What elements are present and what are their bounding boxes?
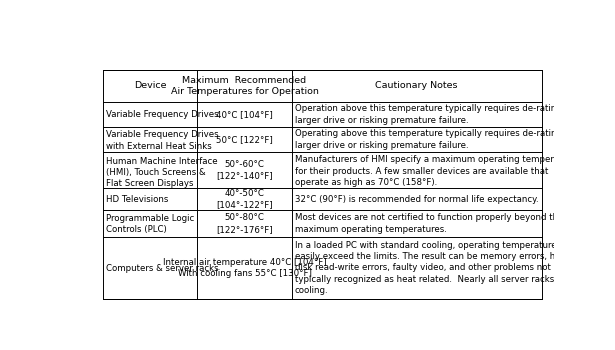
Text: Most devices are not certified to function properly beyond their
maximum operati: Most devices are not certified to functi… <box>295 213 569 234</box>
Text: 50°-80°C
[122°-176°F]: 50°-80°C [122°-176°F] <box>216 213 273 234</box>
Text: Variable Frequency Drives
with External Heat Sinks: Variable Frequency Drives with External … <box>106 130 218 151</box>
Text: 32°C (90°F) is recommended for normal life expectancy.: 32°C (90°F) is recommended for normal li… <box>295 195 538 204</box>
Text: Internal air temperature 40°C [104°F]
With cooling fans 55°C [130°F]: Internal air temperature 40°C [104°F] Wi… <box>163 258 327 278</box>
Text: Operating above this temperature typically requires de-rating a
larger drive or : Operating above this temperature typical… <box>295 130 569 150</box>
Text: 40°C [104°F]: 40°C [104°F] <box>216 110 273 119</box>
Text: Device: Device <box>134 82 167 90</box>
Text: Programmable Logic
Controls (PLC): Programmable Logic Controls (PLC) <box>106 214 194 234</box>
Text: Computers & server racks: Computers & server racks <box>106 264 218 273</box>
Text: Manufacturers of HMI specify a maximum operating temperature
for their products.: Manufacturers of HMI specify a maximum o… <box>295 155 576 187</box>
Text: 50°C [122°F]: 50°C [122°F] <box>216 135 273 144</box>
Text: 40°-50°C
[104°-122°F]: 40°-50°C [104°-122°F] <box>216 189 273 210</box>
Bar <box>103 70 542 299</box>
Text: Maximum  Recommended
Air Temperatures for Operation: Maximum Recommended Air Temperatures for… <box>170 76 319 96</box>
Text: Operation above this temperature typically requires de-rating a
larger drive or : Operation above this temperature typical… <box>295 104 569 125</box>
Text: In a loaded PC with standard cooling, operating temperatures can
easily exceed t: In a loaded PC with standard cooling, op… <box>295 240 587 295</box>
Text: HD Televisions: HD Televisions <box>106 195 169 204</box>
Text: Cautionary Notes: Cautionary Notes <box>375 82 458 90</box>
Text: Human Machine Interface
(HMI), Touch Screens &
Flat Screen Displays: Human Machine Interface (HMI), Touch Scr… <box>106 156 218 188</box>
Text: 50°-60°C
[122°-140°F]: 50°-60°C [122°-140°F] <box>216 160 273 181</box>
Text: Variable Frequency Drives: Variable Frequency Drives <box>106 110 218 119</box>
